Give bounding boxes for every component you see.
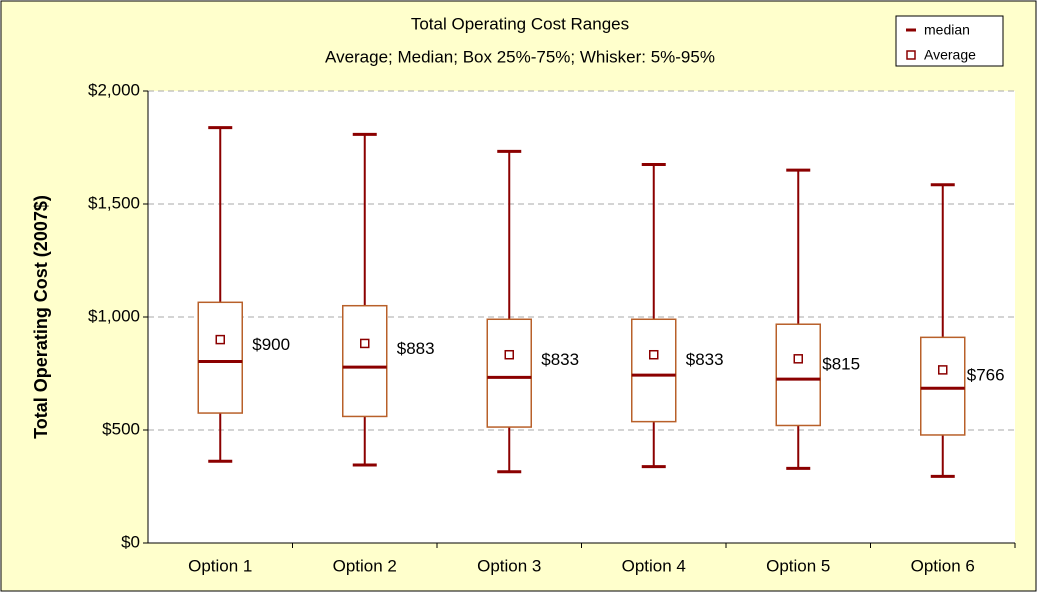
value-label: $833 (541, 350, 579, 369)
legend-label: median (924, 22, 970, 38)
value-label: $833 (686, 350, 724, 369)
legend-label: Average (924, 47, 976, 63)
average-marker (938, 365, 948, 375)
box (775, 323, 821, 427)
y-axis-title: Total Operating Cost (2007$) (31, 195, 51, 439)
average-marker (215, 334, 225, 345)
x-tick-label: Option 1 (188, 556, 252, 575)
box (631, 318, 677, 423)
y-tick-label: $500 (102, 419, 140, 438)
box (486, 318, 532, 428)
legend-average-key (906, 50, 916, 60)
box (197, 301, 243, 414)
y-tick-label: $0 (121, 532, 140, 551)
value-label: $900 (252, 335, 290, 354)
x-tick-label: Option 6 (911, 556, 975, 575)
value-label: $883 (397, 339, 435, 358)
y-tick-label: $1,500 (88, 193, 140, 212)
value-label: $766 (967, 365, 1005, 384)
x-tick-label: Option 5 (766, 556, 830, 575)
average-marker (793, 354, 803, 364)
box (920, 336, 966, 436)
x-tick-label: Option 4 (622, 556, 686, 575)
value-label: $815 (822, 354, 860, 373)
box (342, 304, 388, 418)
y-tick-label: $1,000 (88, 306, 140, 325)
average-marker (360, 338, 370, 349)
y-tick-label: $2,000 (88, 80, 140, 99)
average-marker (504, 349, 514, 360)
chart-subtitle: Average; Median; Box 25%-75%; Whisker: 5… (325, 47, 715, 66)
chart-title: Total Operating Cost Ranges (411, 14, 629, 33)
x-tick-label: Option 2 (333, 556, 397, 575)
x-tick-label: Option 3 (477, 556, 541, 575)
average-marker (649, 349, 659, 360)
